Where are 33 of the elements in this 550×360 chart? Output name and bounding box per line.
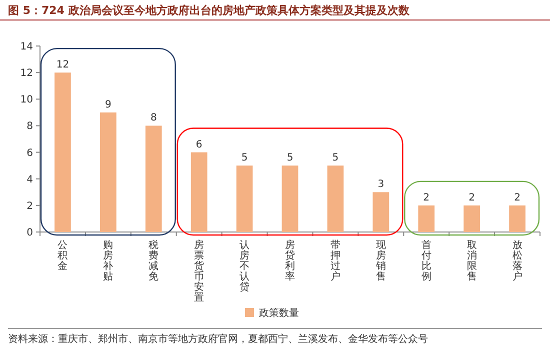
y-tick-label: 2 [26,200,33,212]
data-label: 12 [56,60,70,71]
x-tick-label: 带押过户 [330,239,340,282]
y-tick-label: 10 [20,94,33,106]
y-tick-label: 12 [20,68,33,80]
data-label: 5 [332,152,339,164]
y-tick-label: 8 [26,121,33,132]
x-tick-label: 取消限售 [466,240,477,282]
x-tick-label: 放松落户 [512,240,522,282]
data-label: 2 [514,192,520,204]
data-label: 5 [241,152,248,164]
legend-label: 政策数量 [259,307,299,319]
y-tick-label: 14 [20,42,33,52]
data-label: 5 [286,152,294,164]
data-label: 3 [378,179,384,190]
title: 图 5：724 政治局会议至今地方政府出台的房地产政策具体方案类型及其提及次数 [8,4,410,17]
y-tick-label: 0 [26,228,33,238]
data-label: 8 [150,112,157,124]
x-tick-label: 购房补贴 [103,240,114,282]
x-tick-label: 房贷利率 [285,239,295,282]
x-tick-label: 认房不认贷 [240,239,250,293]
text: 资料来源：重庆市、郑州市、南京市等地方政府官网，夏都西宁、兰溪发布、金华发布等公众号 [8,328,542,347]
x-tick-label: 公积金 [58,239,68,272]
x-tick-label: 房票货币安置 [194,239,204,304]
data-label: 9 [104,99,112,110]
data-label: 2 [423,192,430,204]
x-tick-label: 现房销售 [374,240,386,282]
data-label: 6 [196,139,202,150]
y-tick-label: 6 [26,148,33,159]
data-label: 2 [468,192,476,204]
y-tick-label: 4 [26,174,33,186]
x-tick-label: 首付比例 [421,239,432,282]
x-tick-label: 税费减免 [148,239,159,282]
